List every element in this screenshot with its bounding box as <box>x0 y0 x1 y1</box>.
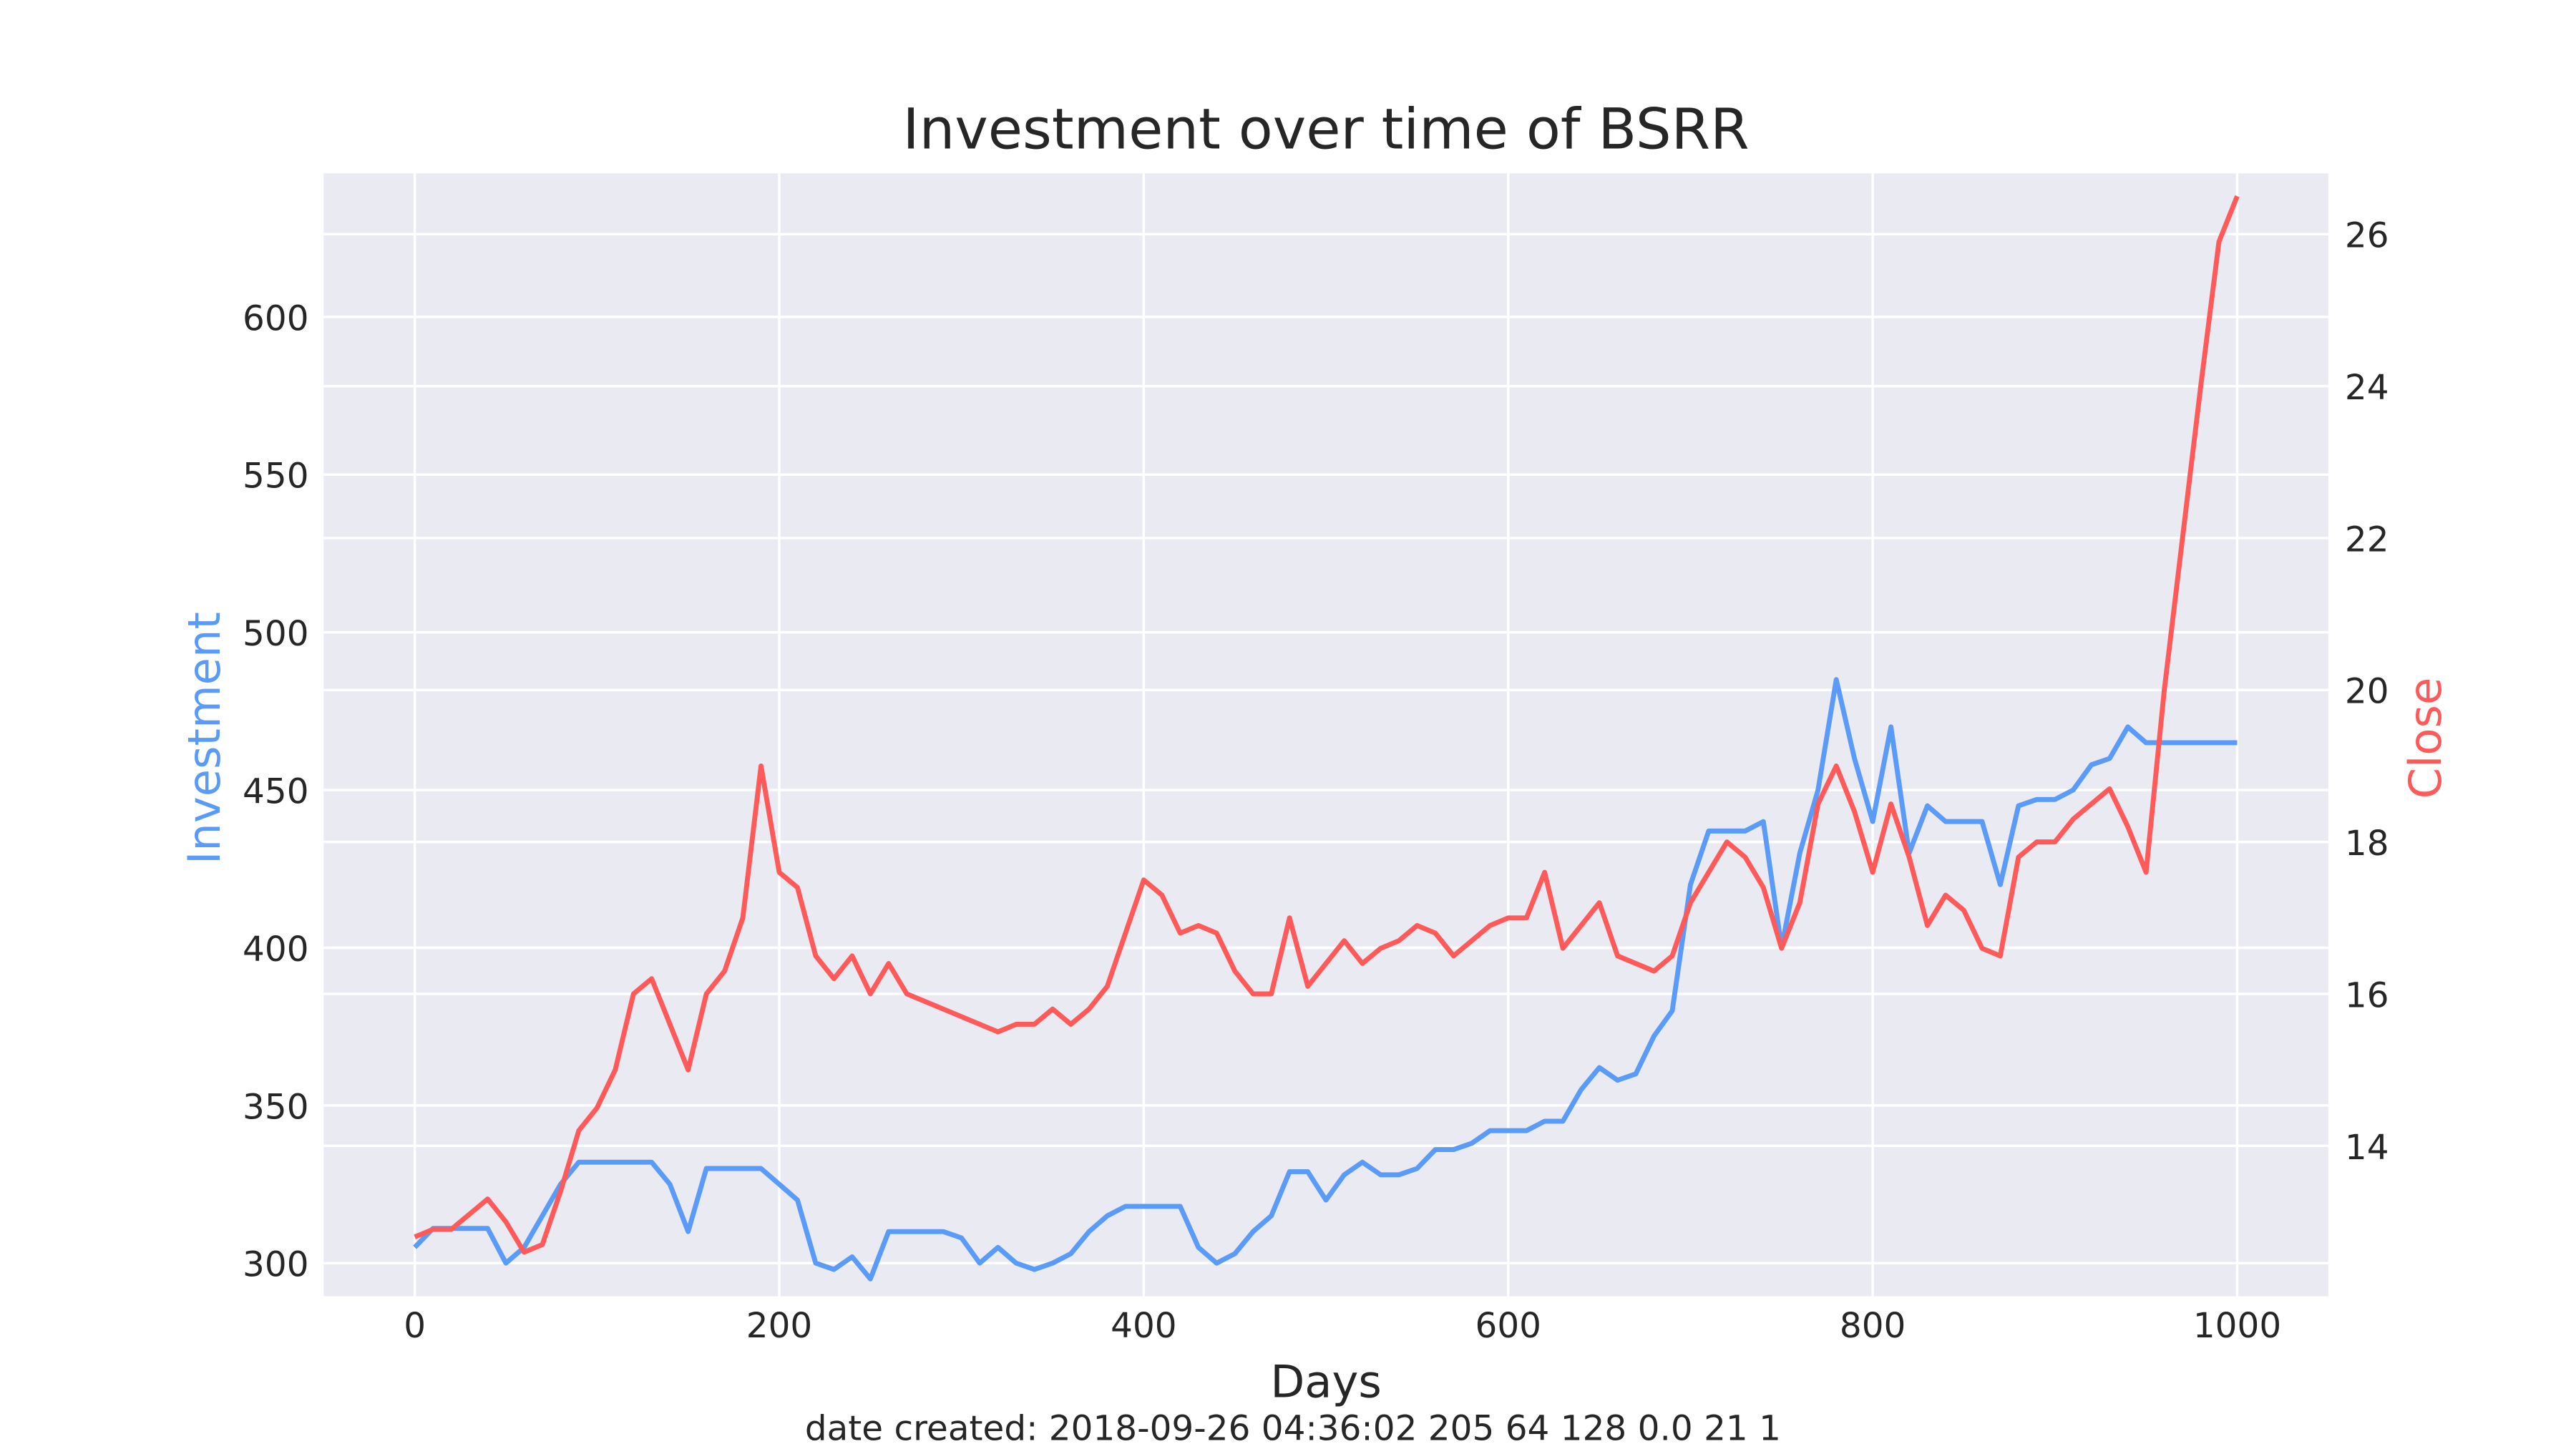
x-tick-label: 1000 <box>2193 1306 2281 1346</box>
grid <box>323 173 2328 1297</box>
y2-tick-label: 20 <box>2345 672 2389 712</box>
y2-tick-label: 18 <box>2345 824 2389 864</box>
x-tick-label: 400 <box>1111 1306 1176 1346</box>
y-tick-label: 350 <box>243 1087 308 1127</box>
plot-area <box>323 173 2328 1297</box>
y2-tick-label: 24 <box>2345 368 2389 408</box>
labels: 300 350 400 450 500 550 600 14 16 18 20 22 24 26 0 200 4… <box>243 216 2389 1347</box>
y-axis-label: Investment <box>178 612 230 864</box>
y2-tick-label: 14 <box>2345 1128 2389 1168</box>
y-tick-label: 600 <box>243 298 308 338</box>
footer: date created: 2018-09-26 04:36:02 205 64… <box>805 1408 1781 1448</box>
x-tick-label: 200 <box>746 1306 812 1346</box>
y-tick-label: 400 <box>243 930 308 970</box>
chart-title: Investment over time of BSRR <box>902 97 1749 162</box>
data-line <box>414 195 2240 1255</box>
lines <box>413 195 2240 1282</box>
y-tick-label: 450 <box>243 772 308 812</box>
y2-tick-label: 16 <box>2345 975 2389 1015</box>
y2-tick-label: 22 <box>2345 519 2389 560</box>
x-tick-label: 600 <box>1475 1306 1541 1346</box>
x-tick-label: 0 <box>404 1306 426 1346</box>
data-line <box>413 677 2238 1282</box>
y-tick-label: 550 <box>243 457 308 497</box>
y2-axis-label: Close <box>2399 678 2451 799</box>
y-tick-label: 300 <box>243 1245 308 1285</box>
y2-tick-label: 26 <box>2345 216 2389 256</box>
x-axis-label: Days <box>1270 1355 1381 1407</box>
x-tick-label: 800 <box>1840 1306 1906 1346</box>
y-tick-label: 500 <box>243 614 308 654</box>
